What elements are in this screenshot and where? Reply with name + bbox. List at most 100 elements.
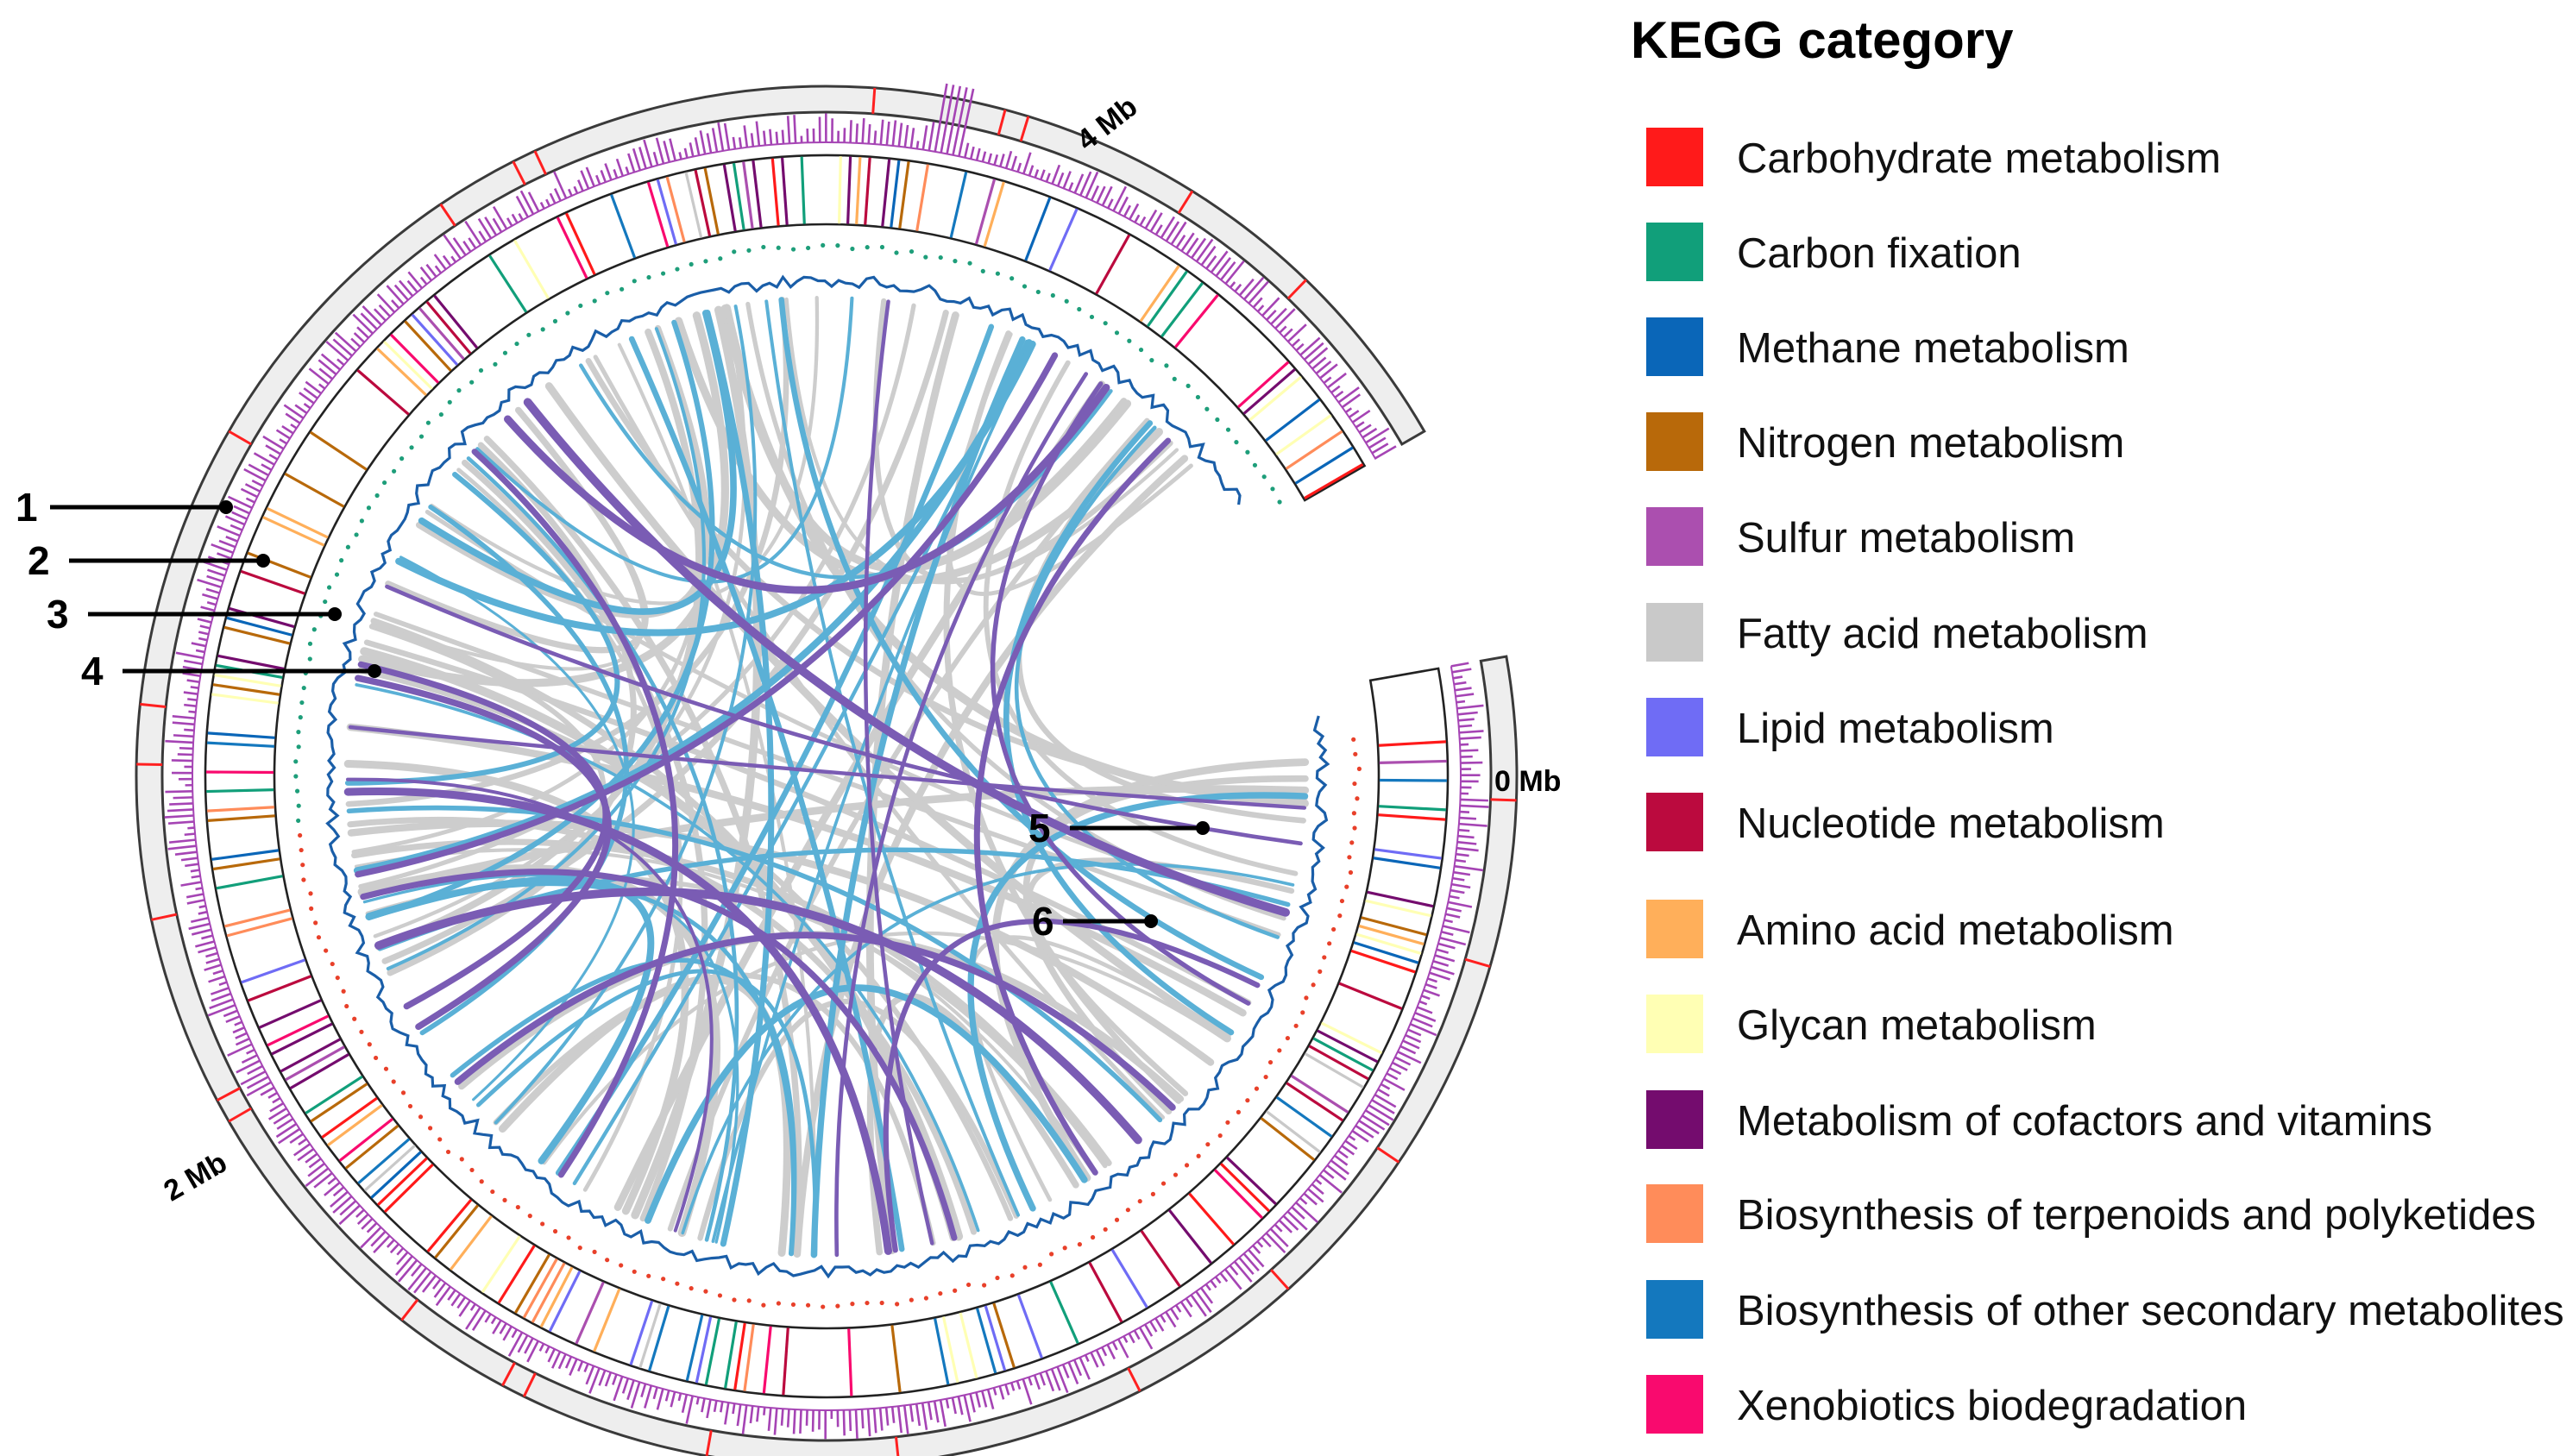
kegg-gene-mark: [259, 999, 322, 1029]
gc-skew-bar: [573, 185, 579, 194]
legend-item: Carbon fixation: [1646, 223, 2561, 285]
rna-dot: [776, 1301, 781, 1306]
gc-skew-bar: [544, 1346, 550, 1354]
gc-skew-bar: [198, 637, 208, 642]
rna-dot: [300, 863, 305, 868]
rna-dot: [1137, 1199, 1142, 1204]
gc-skew-bar: [515, 195, 529, 218]
rna-dot: [965, 1282, 972, 1288]
rna-dot: [1331, 926, 1336, 932]
gc-content-line-track: [325, 274, 1330, 1279]
gc-skew-bar: [327, 1177, 337, 1185]
gc-skew-bar: [1101, 1346, 1108, 1357]
gc-skew-bar: [244, 483, 261, 493]
gc-skew-bar: [275, 429, 291, 440]
gc-skew-bar: [1439, 936, 1467, 946]
gc-skew-bar: [1457, 711, 1478, 716]
gc-skew-bar: [1337, 386, 1360, 404]
gc-skew-bar: [975, 147, 981, 161]
gc-skew-bar: [1134, 214, 1141, 223]
rna-dot: [316, 935, 322, 940]
gc-skew-bar: [879, 119, 884, 145]
gc-skew-bar: [433, 1282, 447, 1298]
rna-dot: [335, 975, 340, 981]
outer-ring-mark: [1019, 116, 1030, 142]
gc-skew-bar: [1056, 172, 1065, 187]
gc-skew-bar: [205, 957, 220, 964]
kegg-gene-mark: [915, 164, 930, 231]
kegg-gene-mark: [217, 654, 285, 671]
gc-skew-bar: [184, 703, 197, 707]
rna-dot: [1254, 1086, 1260, 1091]
gc-skew-bar: [1456, 700, 1466, 704]
gc-skew-bar: [1429, 971, 1450, 981]
gc-skew-bar: [551, 1351, 562, 1369]
tick-label-2mb: 2 Mb: [158, 1146, 232, 1208]
rna-dot: [293, 759, 299, 764]
gc-skew-bar: [695, 1396, 700, 1405]
kegg-gene-mark: [1160, 282, 1204, 338]
legend-label: Metabolism of cofactors and vitamins: [1737, 1098, 2433, 1145]
gc-skew-bar: [1238, 278, 1255, 297]
rna-dot: [703, 1289, 708, 1294]
synteny-link: [430, 295, 820, 606]
gc-skew-bar: [600, 169, 607, 183]
outer-ring-mark: [871, 87, 877, 114]
gc-skew-bar: [391, 299, 400, 310]
kegg-gene-mark: [1248, 375, 1303, 422]
kegg-gene-mark: [1317, 1029, 1379, 1064]
gc-skew-bar: [171, 759, 193, 763]
gc-skew-bar: [477, 217, 493, 240]
kegg-gene-mark: [357, 1138, 411, 1184]
gc-skew-bar: [1154, 224, 1163, 235]
kegg-gene-mark: [890, 160, 901, 228]
kegg-gene-mark: [665, 176, 686, 242]
kegg-gene-mark: [1226, 1156, 1277, 1205]
gc-skew-bar: [1459, 730, 1484, 734]
rna-dot: [967, 260, 972, 266]
gc-skew-bar: [1274, 1223, 1283, 1233]
kegg-legend: KEGG category Carbohydrate metabolism Car…: [1631, 0, 2564, 1456]
gc-skew-bar: [1295, 342, 1305, 352]
gc-skew-bar: [393, 284, 409, 301]
rna-dot: [938, 254, 943, 260]
gc-skew-bar: [1456, 840, 1477, 845]
callout-dot: [256, 554, 270, 568]
legend-swatch: [1646, 900, 1703, 958]
kegg-gene-mark: [481, 1235, 521, 1294]
gc-skew-bar: [755, 121, 761, 147]
rna-dot: [490, 1189, 495, 1195]
gc-skew-bar: [1450, 662, 1469, 668]
gc-skew-bar: [1458, 718, 1475, 722]
callout-dot: [368, 664, 381, 678]
gc-skew-bar: [1457, 834, 1475, 839]
gc-skew-bar: [318, 367, 334, 380]
rna-dot: [909, 248, 915, 254]
rna-dot: [1077, 1242, 1082, 1247]
rna-dot: [445, 1149, 451, 1155]
gc-skew-bar: [1319, 363, 1338, 380]
gc-skew-bar: [1170, 1308, 1179, 1321]
gc-skew-bar: [885, 121, 890, 146]
gc-skew-bar: [332, 338, 353, 357]
gc-skew-bar: [669, 138, 676, 161]
gc-skew-bar: [1291, 1206, 1305, 1220]
gc-skew-bar: [350, 337, 362, 348]
gc-skew-bar: [191, 875, 201, 879]
rna-dot: [296, 730, 301, 735]
gc-skew-bar: [1278, 1219, 1293, 1233]
kegg-gene-mark: [356, 369, 410, 416]
rna-dot: [1160, 1181, 1167, 1186]
gc-skew-bar: [677, 1392, 682, 1402]
rna-dot: [566, 1235, 571, 1240]
gc-skew-bar: [713, 1400, 718, 1413]
gc-skew-bar: [519, 190, 535, 215]
rna-dot: [821, 242, 826, 248]
kegg-gene-mark: [1140, 1230, 1181, 1288]
gc-skew-bar: [386, 285, 405, 305]
kegg-gene-mark: [648, 1305, 670, 1371]
gc-skew-bar: [1368, 1104, 1394, 1121]
gc-skew-bar: [308, 1158, 322, 1169]
kegg-gene-mark: [310, 1083, 368, 1123]
rna-dot: [619, 1263, 624, 1268]
